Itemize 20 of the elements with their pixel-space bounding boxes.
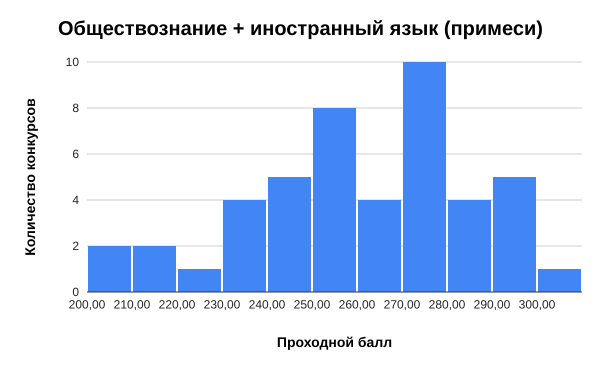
x-tick-label: 250,00 (294, 298, 331, 312)
x-tick-label: 300,00 (518, 298, 556, 312)
x-tick-label: 280,00 (428, 298, 466, 312)
y-tick-label: 10 (66, 55, 80, 69)
x-tick-label: 210,00 (114, 298, 151, 312)
y-tick-label: 2 (72, 239, 80, 253)
x-tick-label: 290,00 (474, 298, 511, 312)
y-tick-label: 8 (72, 101, 80, 115)
x-axis-title: Проходной балл (276, 334, 394, 350)
x-tick-label: 260,00 (338, 298, 376, 312)
y-tick-label: 6 (72, 147, 80, 161)
x-tick-label: 230,00 (204, 298, 241, 312)
x-tick-label: 200,00 (68, 298, 106, 312)
x-tick-label: 220,00 (158, 298, 196, 312)
y-tick-label: 4 (72, 193, 80, 207)
x-tick-label: 240,00 (248, 298, 286, 312)
x-tick-label: 270,00 (384, 298, 421, 312)
chart-title: Обществознание + иностранный язык (примеси) (58, 18, 543, 41)
y-tick-label: 0 (72, 285, 80, 299)
y-axis-title: Количество конкурсов (22, 98, 38, 256)
